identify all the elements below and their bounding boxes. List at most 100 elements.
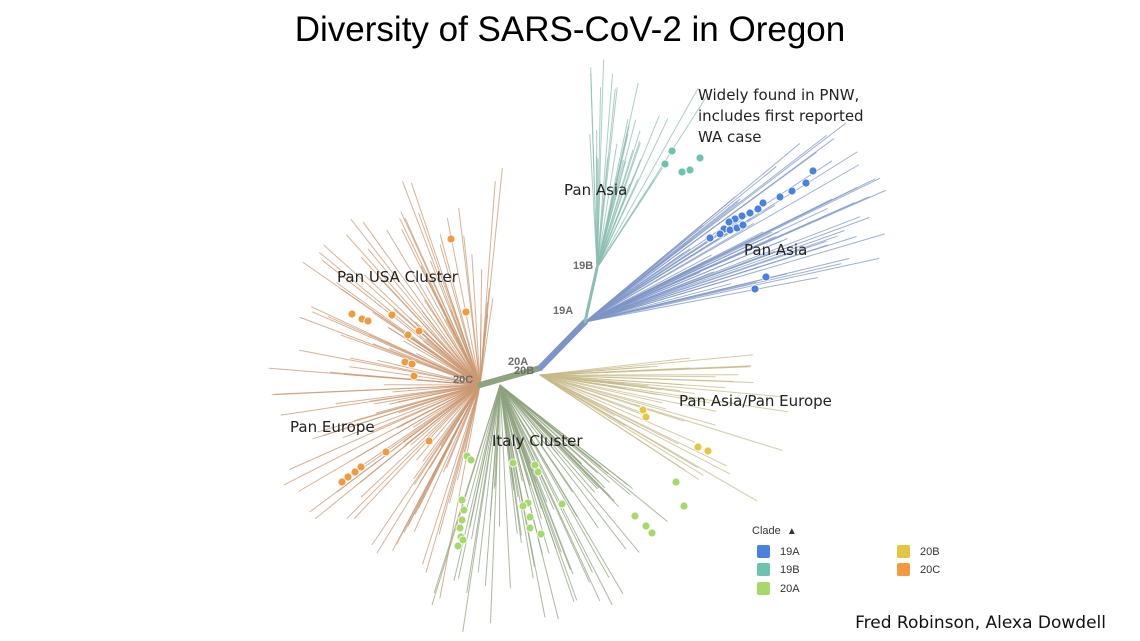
branch-20c [442,276,481,386]
branch-19a [584,198,741,323]
trunk-20a-19a [537,319,588,371]
branch-19a [584,250,775,323]
branch-20c [445,319,481,386]
branch-19a [584,277,818,323]
branch-19b [596,158,599,269]
legend-item-20c[interactable]: 20C [897,563,940,576]
branch-20c [439,244,481,386]
legend-item-19a[interactable]: 19A [757,545,800,558]
branch-20b [539,374,789,413]
branch-19b [596,179,639,269]
label-pan-asia-19a: Pan Asia [744,241,808,259]
branch-19a [584,138,835,323]
tip-20a [508,458,518,468]
branch-20c [370,384,481,402]
branch-20a [499,384,640,553]
branch-20c [416,384,481,461]
branch-20b [539,374,731,475]
branch-20c [446,217,481,386]
branch-20b [539,374,696,443]
branch-19a [584,240,827,323]
branch-20b [539,374,716,426]
branch-20c [440,384,481,447]
branch-20c [396,384,481,429]
branch-20a [499,384,511,589]
branch-20a [499,384,501,527]
tip-19b [677,167,687,177]
tip-19a [715,229,725,239]
tip-20a [453,541,463,551]
tip-19a [724,217,734,227]
tip-19b [685,165,695,175]
branch-19b [596,115,660,269]
legend-label-19b: 19B [780,563,800,576]
branch-20c [346,234,481,386]
tip-19a [761,272,771,282]
tip-20c [424,436,434,446]
branch-19a [584,258,880,323]
branch-20c [413,281,481,386]
clade-legend: Clade ▲ 19A 19B 20A 20B 20C [752,525,972,600]
branch-20b [539,367,691,376]
chevron-up-icon: ▲ [786,526,797,537]
branch-20b [539,374,727,467]
legend-label-20b: 20B [920,545,940,558]
pnw-note-line-2: includes first reported [698,107,864,125]
credit-authors: Fred Robinson, Alexa Dowdell [855,613,1106,633]
branch-20b [539,354,753,376]
tip-19a [750,284,760,294]
branch-19b [596,165,665,269]
legend-title: Clade [752,525,781,537]
branch-20c [422,384,481,565]
branch-20a [499,384,550,554]
branch-19a [584,236,857,323]
branch-19b [589,134,598,269]
branch-20c [321,259,481,386]
branch-20c [376,274,481,386]
branch-20b [539,374,726,389]
branch-20a [499,384,615,502]
branch-20a [499,384,610,578]
branch-19a [584,258,850,323]
branch-19a [584,238,788,323]
branch-20c [362,221,481,386]
branch-20c [366,375,481,386]
label-pan-usa-cluster: Pan USA Cluster [337,268,458,286]
branch-20b [539,374,680,391]
tip-19a [758,198,768,208]
tip-20a [641,521,651,531]
node-label-20a: 20A [508,356,529,368]
branch-20a [499,384,590,583]
branch-20a [499,384,599,529]
tip-20a [459,505,469,515]
legend-toggle[interactable]: Clade ▲ [752,525,797,537]
branch-19a [584,143,800,323]
trunk-20c-20a [477,365,543,388]
tip-20a [671,477,681,487]
legend-item-20a[interactable]: 20A [757,582,800,595]
branch-20a [493,384,501,489]
pnw-note: Widely found in PNW, includes first repo… [698,85,864,148]
tip-20c [337,477,347,487]
tip-20c [381,447,391,457]
label-pan-asia-pan-europe: Pan Asia/Pan Europe [679,392,832,410]
branch-20a [458,384,501,579]
branch-20c [342,384,481,438]
tip-19a [775,192,785,202]
branch-19a [584,164,859,323]
branch-20c [400,211,481,386]
branch-19b [590,67,598,269]
swatch-20a [757,582,770,595]
tip-20a [630,511,640,521]
tip-20a [557,499,567,509]
legend-item-19b[interactable]: 19B [757,563,800,576]
branch-20a [484,384,501,586]
tip-19a [753,204,763,214]
legend-item-20b[interactable]: 20B [897,545,940,558]
branch-20c [479,288,490,386]
tip-20c [407,359,417,369]
legend-label-20c: 20C [920,563,941,576]
page-title: Diversity of SARS-CoV-2 in Oregon [294,10,846,49]
branch-20a [499,384,575,602]
